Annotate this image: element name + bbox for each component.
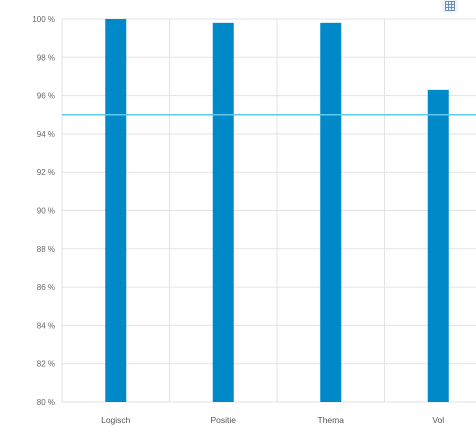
y-tick-label: 80 % [37, 398, 55, 407]
bar[interactable] [105, 19, 127, 402]
table-icon [445, 1, 455, 11]
x-tick-label: Logisch [101, 415, 131, 425]
x-tick-label: Positie [210, 415, 236, 425]
y-tick-label: 98 % [37, 53, 55, 62]
chart-menu-button[interactable] [442, 0, 458, 12]
x-tick-label: Vol [432, 415, 444, 425]
y-tick-label: 94 % [37, 130, 55, 139]
x-tick-label: Thema [318, 415, 345, 425]
y-tick-label: 88 % [37, 245, 55, 254]
y-tick-label: 100 % [32, 15, 55, 24]
y-tick-label: 86 % [37, 283, 55, 292]
y-axis-labels: 80 % 82 % 84 % 86 % 88 % 90 % 92 % 94 % 96 % 98 %… [32, 15, 55, 407]
x-axis-labels: Logisch Positie Thema Vol [101, 415, 444, 425]
y-tick-label: 92 % [37, 168, 55, 177]
y-tick-label: 84 % [37, 321, 55, 330]
bar[interactable] [427, 89, 449, 402]
grid-lines [61, 18, 476, 403]
y-tick-label: 90 % [37, 207, 55, 216]
bar[interactable] [212, 22, 234, 403]
bar[interactable] [320, 22, 342, 403]
y-tick-label: 82 % [37, 360, 55, 369]
y-tick-label: 96 % [37, 92, 55, 101]
